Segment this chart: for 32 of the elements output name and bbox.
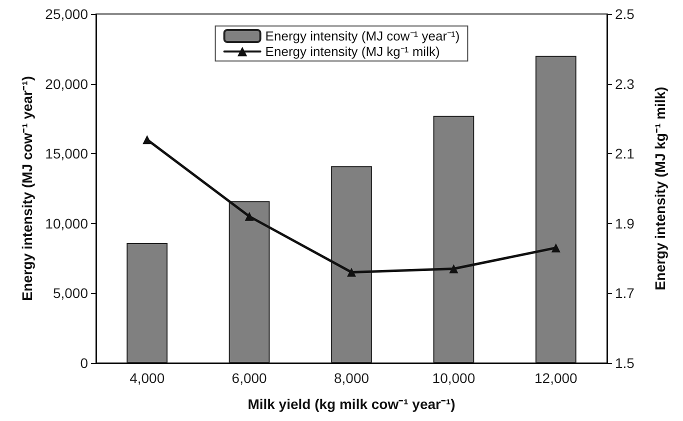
y2-tick-label: 2.1: [615, 146, 635, 162]
point: [347, 268, 356, 277]
x-tick-label: 10,000: [432, 370, 476, 386]
legend-label: Energy intensity (MJ cow⁻¹ year⁻¹): [265, 28, 460, 44]
point: [551, 243, 560, 252]
y-tick-label: 15,000: [45, 146, 88, 162]
y-tick-label: 25,000: [45, 6, 88, 22]
bar: [535, 56, 576, 363]
y-axis-title: Energy intensity (MJ cow⁻¹ year⁻¹): [19, 76, 35, 301]
legend-label: Energy intensity (MJ kg⁻¹ milk): [265, 44, 440, 59]
bar: [126, 242, 168, 363]
y2-axis-title: Energy intensity (MJ kg⁻¹ milk): [652, 86, 668, 290]
y-tick-label: 10,000: [45, 215, 88, 232]
x-tick-label: 4,000: [130, 370, 165, 386]
bar: [228, 201, 270, 363]
point: [449, 264, 458, 274]
y-tick-label: 0: [80, 355, 88, 371]
x-axis-title: Milk yield (kg milk cow⁻¹ year⁻¹): [248, 396, 456, 412]
y2-tick-label: 1.7: [615, 285, 635, 302]
x-tick-label: 8,000: [334, 370, 370, 386]
bar: [331, 166, 372, 363]
x-tick-label: 12,000: [534, 370, 578, 386]
y2-tick-label: 1.5: [615, 355, 635, 371]
y2-tick-label: 1.9: [615, 215, 635, 232]
y-tick-label: 20,000: [45, 76, 88, 92]
point: [244, 212, 254, 221]
y-tick-label: 5,000: [52, 285, 88, 302]
x-tick-label: 6,000: [232, 370, 268, 386]
bar: [433, 116, 474, 363]
point: [142, 135, 152, 144]
y2-tick-label: 2.5: [615, 6, 635, 22]
y2-tick-label: 2.3: [615, 76, 635, 92]
